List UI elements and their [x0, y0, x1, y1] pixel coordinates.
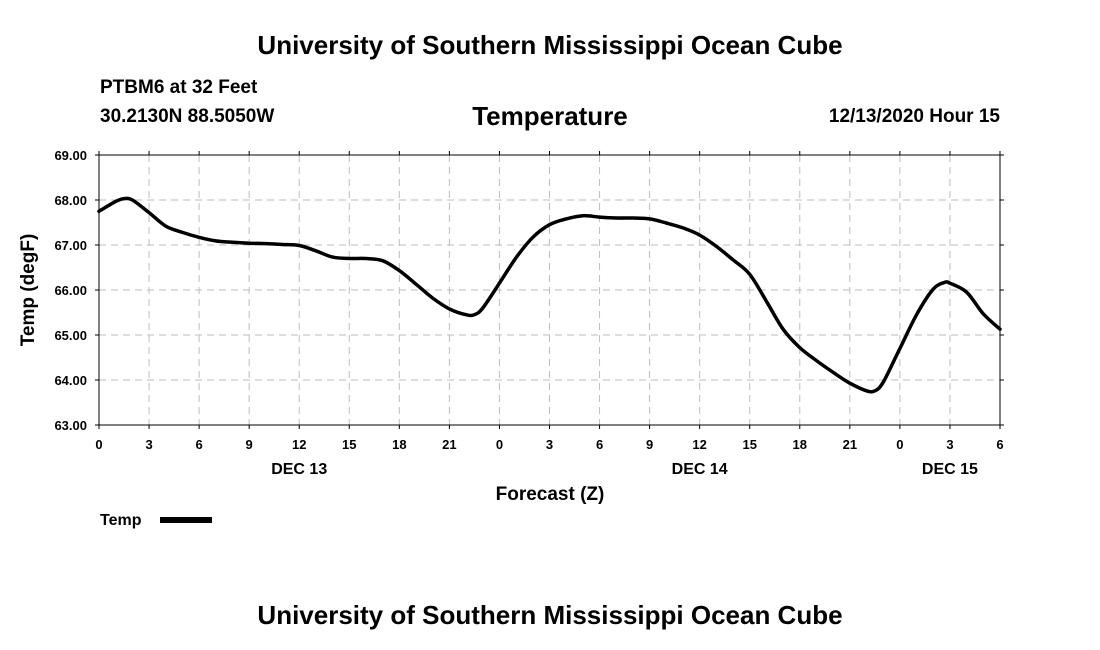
grid-lines [99, 155, 1000, 425]
x-tick-label: 15 [342, 437, 356, 452]
day-label: DEC 15 [922, 461, 978, 478]
x-tick-label: 9 [246, 437, 253, 452]
x-tick-label: 12 [292, 437, 306, 452]
coordinates-label: 30.2130N 88.5050W [100, 106, 275, 127]
x-tick-label: 21 [442, 437, 456, 452]
x-tick-label: 21 [843, 437, 857, 452]
plot-frame [98, 154, 1001, 426]
x-tick-label: 18 [793, 437, 807, 452]
x-tick-label: 9 [646, 437, 653, 452]
day-label: DEC 13 [271, 461, 327, 478]
x-axis-title: Forecast (Z) [496, 484, 605, 505]
chart-title: Temperature [472, 101, 628, 131]
legend: Temp [100, 512, 212, 529]
x-tick-label: 6 [195, 437, 202, 452]
series-line-temp [97, 196, 1002, 394]
x-tick-label: 12 [692, 437, 706, 452]
x-tick-label: 0 [95, 437, 102, 452]
station-label: PTBM6 at 32 Feet [100, 77, 258, 98]
day-label: DEC 14 [672, 461, 728, 478]
x-tick-label: 6 [596, 437, 603, 452]
y-tick-label: 66.00 [54, 283, 87, 298]
series-layer [97, 196, 1002, 394]
x-tick-label: 6 [996, 437, 1003, 452]
legend-label-temp: Temp [100, 512, 142, 529]
y-tick-label: 69.00 [54, 148, 87, 163]
page-title: University of Southern Mississippi Ocean… [257, 30, 843, 60]
y-tick-label: 65.00 [54, 328, 87, 343]
y-tick-label: 67.00 [54, 238, 87, 253]
footer-title: University of Southern Mississippi Ocean… [257, 600, 843, 630]
y-tick-label: 64.00 [54, 373, 87, 388]
datetime-label: 12/13/2020 Hour 15 [828, 106, 1000, 127]
y-axis-title: Temp (degF) [18, 234, 39, 347]
x-tick-label: 0 [896, 437, 903, 452]
y-tick-label: 63.00 [54, 418, 87, 433]
x-tick-label: 0 [496, 437, 503, 452]
x-tick-label: 15 [742, 437, 756, 452]
x-tick-label: 3 [546, 437, 553, 452]
x-tick-label: 3 [145, 437, 152, 452]
axes: 63.00 64.00 65.00 66.00 67.00 68.00 69.00 0 3 6 9 1… [54, 148, 1004, 478]
y-tick-label: 68.00 [54, 193, 87, 208]
x-tick-label: 18 [392, 437, 406, 452]
x-tick-label: 3 [946, 437, 953, 452]
